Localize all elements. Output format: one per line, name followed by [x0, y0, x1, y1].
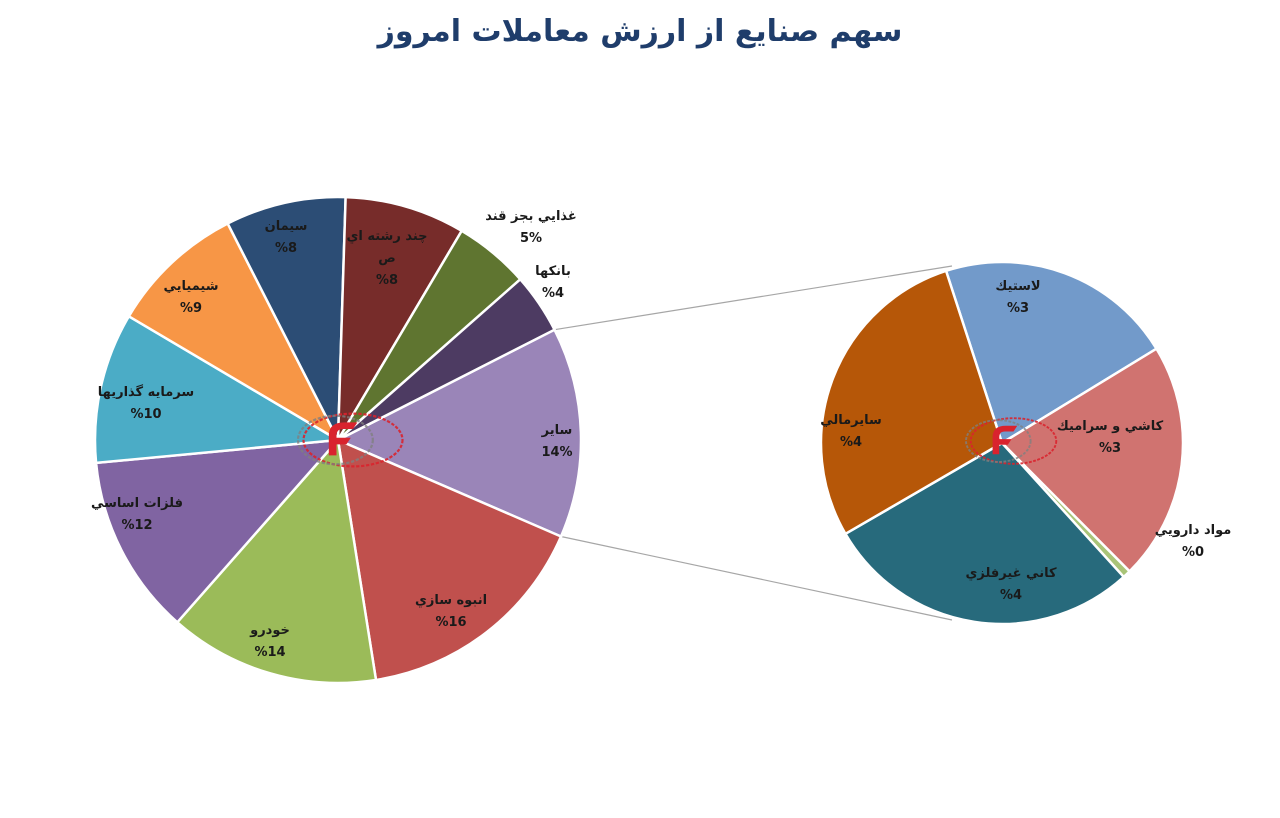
secondary-pie: [819, 260, 1185, 626]
secondary-pie-labels: لاستيك %3 كاشي و سراميك %3 مواد دارويي %0 كاني…: [820, 279, 1231, 603]
main-pie-slice-3: [94, 438, 342, 625]
chart-title: سهم صنایع از ارزش معاملات امروز: [377, 14, 903, 49]
main-pie-slice-5: [127, 221, 342, 444]
secondary-pie-value-4: %4: [840, 435, 862, 450]
main-pie-slice-2: [175, 437, 378, 685]
watermark-logo-secondary: [965, 417, 1058, 465]
main-pie-value-1: %16: [435, 615, 466, 630]
main-pie-label-7: چند رشته اي ص: [346, 229, 427, 266]
main-pie-value-5: %9: [180, 301, 202, 316]
secondary-pie-slice-0: [944, 260, 1159, 445]
main-pie-slice-4: [93, 314, 342, 465]
secondary-pie-label-1: كاشي و سراميك: [1057, 419, 1164, 434]
secondary-pie-label-4: سايرمالي: [820, 413, 882, 428]
logo-ring-gray-icon: [296, 414, 374, 466]
main-pie-value-8: 5%: [520, 231, 542, 246]
main-pie-label-2: خودرو: [249, 623, 290, 638]
connector-line-top: [554, 265, 953, 331]
secondary-pie-value-2: %0: [1182, 545, 1204, 560]
secondary-pie-slice-3: [843, 441, 1126, 626]
main-pie: [93, 195, 583, 685]
logo-letter-icon: [992, 425, 1018, 455]
secondary-pie-label-2: مواد دارويي: [1155, 523, 1232, 538]
secondary-pie-value-3: %4: [1000, 588, 1022, 603]
connector-line-bottom: [560, 535, 953, 621]
main-pie-label-9: بانکها: [535, 264, 571, 279]
main-pie-value-3: %12: [121, 518, 152, 533]
logo-ring-gray-icon: [965, 419, 1032, 463]
secondary-pie-value-1: %3: [1099, 441, 1121, 456]
main-pie-value-0: 14%: [541, 445, 572, 460]
logo-letter-icon: [328, 422, 358, 456]
main-pie-value-7: %8: [376, 273, 398, 288]
main-pie-slice-1: [336, 437, 563, 682]
secondary-pie-label-3: كاني غيرفلزي: [965, 566, 1057, 581]
main-pie-slice-6: [225, 195, 347, 441]
main-pie-label-0: ساير: [541, 423, 573, 438]
secondary-pie-slice-4: [819, 269, 1004, 536]
main-pie-value-4: %10: [130, 407, 161, 422]
main-pie-value-6: %8: [275, 241, 297, 256]
main-pie-label-4: سرمايه گذاريها: [98, 384, 194, 400]
main-pie-slice-7: [336, 195, 464, 441]
logo-ring-red-icon: [302, 412, 404, 468]
main-pie-label-8: غذايي بجز قند: [485, 209, 577, 224]
main-pie-labels: ساير 14% انبوه سازي %16 خودرو %14 فلزات اساسي%…: [91, 209, 577, 660]
secondary-pie-value-0: %3: [1007, 301, 1029, 316]
main-pie-label-1: انبوه سازي: [415, 593, 487, 608]
watermark-logo-main: [296, 412, 404, 468]
main-pie-value-2: %14: [254, 645, 285, 660]
connector-lines: [554, 265, 953, 621]
main-pie-label-3: فلزات اساسي: [91, 496, 183, 511]
main-pie-value-9: %4: [542, 286, 564, 301]
secondary-pie-slice-1: [999, 346, 1185, 574]
main-pie-slice-0: [335, 327, 583, 539]
secondary-pie-label-0: لاستيك: [995, 279, 1040, 294]
main-pie-slice-9: [337, 277, 557, 442]
main-pie-label-5: شيميايي: [163, 279, 218, 294]
main-pie-label-6: سيمان: [265, 219, 308, 234]
logo-ring-red-icon: [969, 417, 1058, 465]
